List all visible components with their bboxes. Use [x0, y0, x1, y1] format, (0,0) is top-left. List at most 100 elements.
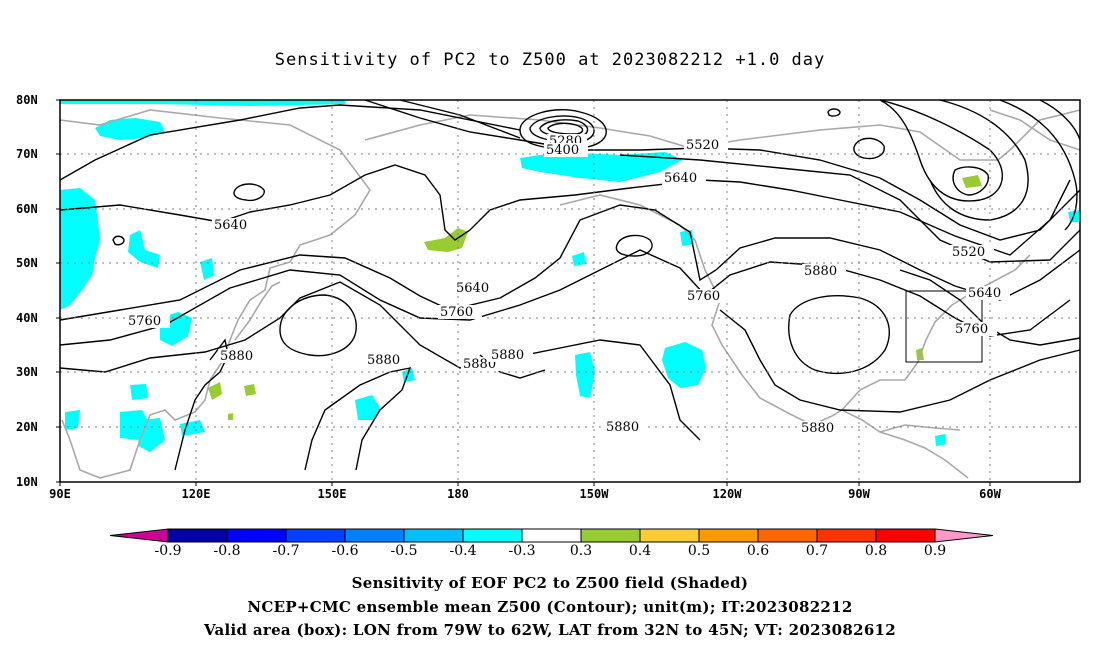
contour-line: [929, 99, 1029, 221]
colorbar-cell: [698, 528, 759, 543]
contour-line: [952, 166, 989, 196]
colorbar-label: 0.5: [688, 543, 710, 559]
contour-line: [999, 99, 1078, 231]
colorbar-label: -0.7: [273, 543, 300, 559]
coastline-gulf: [841, 379, 905, 411]
colorbar-label: -0.6: [332, 543, 359, 559]
contour-line: [59, 249, 1071, 346]
lat-label: 30N: [16, 365, 38, 379]
colorbar-label: 0.7: [806, 543, 828, 559]
contour-line: [788, 295, 890, 375]
contour-label: 5520: [686, 138, 719, 153]
map-frame: [59, 99, 1081, 483]
colorbar-cell: [875, 528, 936, 543]
contour-line: [615, 234, 653, 257]
cyan-region: [935, 434, 946, 446]
contour-line: [112, 235, 125, 246]
contour-line: [59, 164, 1071, 256]
contour-line: [279, 294, 357, 357]
contour-line: [399, 99, 521, 139]
caption-line-2: NCEP+CMC ensemble mean Z500 (Contour); u…: [247, 598, 853, 616]
coastline-asia: [59, 109, 371, 479]
colorbar-label: 0.8: [865, 543, 887, 559]
contour-line: [619, 154, 1081, 263]
cyan-region: [572, 252, 586, 266]
contour-line: [59, 104, 521, 181]
cyan-region: [355, 395, 380, 420]
colorbar-cells: [109, 528, 994, 543]
cyan-region: [130, 384, 148, 400]
caption-line-1: Sensitivity of EOF PC2 to Z500 field (Sh…: [351, 574, 749, 592]
lat-label: 40N: [16, 311, 38, 325]
colorbar-cell: [226, 528, 287, 543]
colorbar-cell: [521, 528, 582, 543]
contour-line: [59, 204, 1081, 321]
colorbar-label: 0.9: [924, 543, 946, 559]
lat-label: 80N: [16, 93, 38, 107]
colorbar-cell: [344, 528, 405, 543]
lon-label: 150E: [318, 487, 347, 501]
contour-line: [233, 183, 265, 202]
colorbar-low-arrow: [109, 528, 169, 543]
lat-label: 50N: [16, 256, 38, 270]
contour-label: 5640: [214, 218, 247, 233]
lon-label: 60W: [979, 487, 1001, 501]
map-title: Sensitivity of PC2 to Z500 at 2023082212…: [274, 50, 826, 70]
contour-line: [59, 281, 701, 441]
contour-line: [853, 137, 885, 160]
cyan-region: [200, 258, 214, 280]
lat-label: 70N: [16, 147, 38, 161]
colorbar-label: -0.4: [450, 543, 477, 559]
contour-label: 5880: [491, 348, 524, 363]
green-region: [244, 384, 256, 396]
lon-label: 180: [447, 487, 469, 501]
colorbar-label: 0.6: [747, 543, 769, 559]
contour-line: [304, 367, 412, 471]
lon-label: 120E: [182, 487, 211, 501]
cyan-region: [520, 152, 682, 182]
caption-line-3: Valid area (box): LON from 79W to 62W, L…: [203, 621, 897, 639]
contour-line: [547, 122, 584, 135]
green-region: [228, 413, 233, 420]
lon-label: 90W: [848, 487, 870, 501]
contour-label: 5760: [955, 322, 988, 337]
cyan-region: [60, 188, 100, 310]
green-region: [424, 228, 468, 252]
contour-label: 5640: [968, 286, 1001, 301]
contour-label: 5640: [664, 171, 697, 186]
contour-line: [879, 99, 1003, 202]
contour-label: 5880: [220, 349, 253, 364]
contour-line: [827, 108, 841, 117]
colorbar-cell: [639, 528, 700, 543]
contour-label: 5880: [463, 357, 496, 372]
coastline-caribbean: [879, 424, 961, 433]
colorbar-label: -0.8: [214, 543, 241, 559]
cyan-region: [662, 342, 706, 388]
lat-label: 20N: [16, 420, 38, 434]
colorbar-cell: [285, 528, 346, 543]
colorbar-cell: [167, 528, 228, 543]
cyan-region: [65, 410, 80, 430]
green-region: [208, 382, 222, 400]
colorbar-cell: [757, 528, 818, 543]
colorbar-label: -0.3: [509, 543, 536, 559]
map-canvas: 5280 5400 5520 5520 5640 5640 5640 5640 …: [16, 93, 1081, 501]
colorbar-high-arrow: [934, 528, 994, 543]
colorbar-cell: [580, 528, 641, 543]
contour-label: 5760: [687, 289, 720, 304]
contour-line: [364, 99, 1081, 241]
cyan-region: [95, 118, 165, 140]
colorbar-label: 0.4: [629, 543, 651, 559]
cyan-region: [60, 100, 345, 106]
colorbar-label: -0.5: [391, 543, 418, 559]
coastline-japan: [234, 281, 281, 341]
contour-line: [1039, 99, 1081, 141]
lon-label: 90E: [49, 487, 71, 501]
contour-line: [529, 115, 595, 143]
contour-label: 5880: [367, 353, 400, 368]
contour-line: [519, 109, 607, 150]
colorbar-labels: -0.9 -0.8 -0.7 -0.6 -0.5 -0.4 -0.3 0.3 0…: [155, 543, 947, 559]
green-region: [962, 175, 982, 188]
contour-labels: 5280 5400 5520 5520 5640 5640 5640 5640 …: [126, 134, 1010, 436]
coastline-greenland: [989, 109, 1081, 151]
